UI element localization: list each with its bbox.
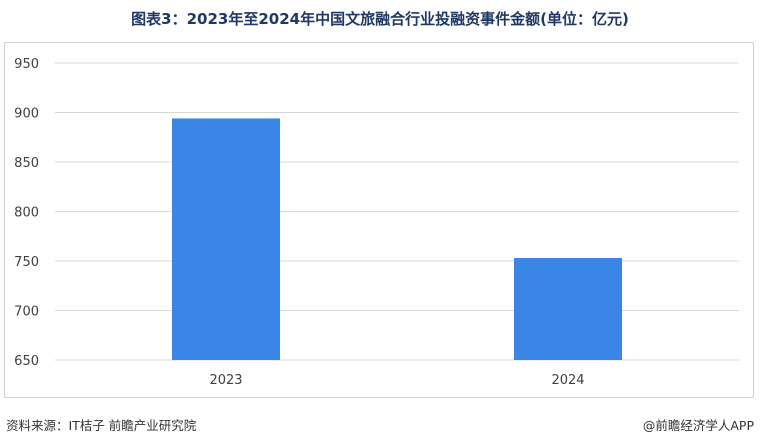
- y-tick-label: 800: [14, 206, 39, 221]
- chart-area: 650 700 750 800 850 900 950 2023 2024: [4, 42, 754, 398]
- source-note: 资料来源：IT桔子 前瞻产业研究院: [6, 418, 197, 433]
- bar-2023: [172, 118, 280, 360]
- gridlines: [55, 62, 739, 361]
- y-tick-label: 700: [14, 305, 39, 320]
- bar-2024: [514, 258, 622, 360]
- y-tick-label: 900: [14, 107, 39, 122]
- y-tick-label: 950: [14, 57, 39, 72]
- credit-note: @前瞻经济学人APP: [642, 418, 754, 433]
- y-axis-ticks: 650 700 750 800 850 900 950: [14, 57, 39, 369]
- x-axis-ticks: 2023 2024: [209, 373, 584, 388]
- x-tick-label: 2024: [551, 373, 584, 388]
- x-tick-label: 2023: [209, 373, 242, 388]
- y-tick-label: 650: [14, 354, 39, 369]
- footer: 资料来源：IT桔子 前瞻产业研究院 @前瞻经济学人APP: [0, 413, 760, 437]
- y-tick-label: 850: [14, 156, 39, 171]
- bars: [172, 118, 622, 360]
- bar-chart: 650 700 750 800 850 900 950 2023 2024: [14, 57, 739, 388]
- chart-title: 图表3：2023年至2024年中国文旅融合行业投融资事件金额(单位：亿元): [131, 10, 629, 28]
- y-tick-label: 750: [14, 255, 39, 270]
